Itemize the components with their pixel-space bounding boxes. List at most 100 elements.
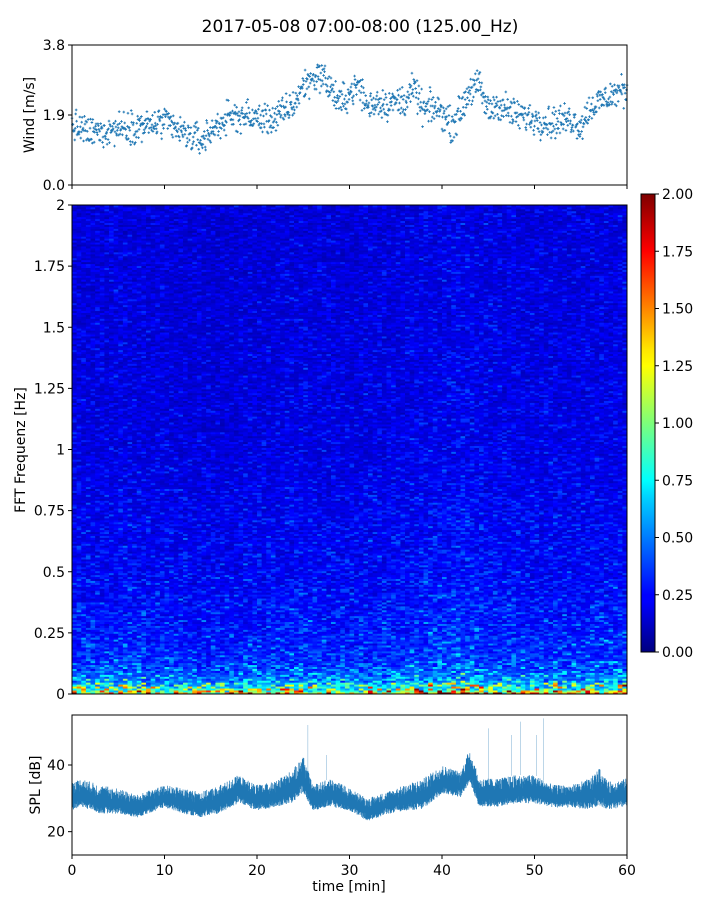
wind-data-point: [160, 138, 163, 141]
wind-data-point: [182, 125, 185, 128]
wind-data-point: [499, 119, 502, 122]
wind-data-point: [289, 94, 292, 97]
wind-data-point: [223, 129, 226, 132]
wind-data-point: [343, 98, 346, 101]
wind-data-point: [115, 126, 118, 129]
wind-data-point: [338, 95, 341, 98]
wind-data-point: [386, 103, 389, 106]
wind-data-point: [342, 105, 345, 108]
wind-data-point: [351, 96, 354, 99]
wind-data-point: [323, 70, 326, 73]
wind-data-point: [472, 96, 475, 99]
wind-data-point: [317, 75, 320, 78]
wind-data-point: [421, 125, 424, 128]
wind-data-point: [205, 119, 208, 122]
wind-data-point: [451, 115, 454, 118]
wind-data-point: [276, 105, 279, 108]
wind-data-point: [542, 127, 545, 130]
wind-data-point: [434, 101, 437, 104]
wind-data-point: [257, 108, 260, 111]
wind-data-point: [582, 126, 585, 129]
wind-data-point: [320, 85, 323, 88]
wind-data-point: [106, 143, 109, 146]
wind-data-point: [385, 96, 388, 99]
wind-data-point: [516, 100, 519, 103]
wind-data-point: [147, 131, 150, 134]
wind-data-point: [418, 85, 421, 88]
wind-data-point: [403, 94, 406, 97]
wind-data-point: [247, 107, 250, 110]
wind-data-point: [179, 116, 182, 119]
wind-data-point: [85, 139, 88, 142]
wind-data-point: [485, 105, 488, 108]
wind-data-point: [569, 120, 572, 123]
wind-data-point: [265, 113, 268, 116]
wind-data-point: [417, 98, 420, 101]
wind-data-point: [155, 127, 158, 130]
wind-data-point: [442, 107, 445, 110]
wind-data-point: [315, 88, 318, 91]
wind-data-point: [386, 120, 389, 123]
wind-data-point: [141, 141, 144, 144]
wind-data-point: [160, 132, 163, 135]
wind-data-point: [123, 111, 126, 114]
wind-data-point: [99, 122, 102, 125]
wind-data-point: [334, 80, 337, 83]
wind-data-point: [563, 102, 566, 105]
wind-data-point: [537, 112, 540, 115]
wind-data-point: [121, 134, 124, 137]
wind-data-point: [201, 147, 204, 150]
wind-data-point: [553, 106, 556, 109]
wind-data-point: [597, 99, 600, 102]
wind-data-point: [415, 96, 418, 99]
wind-data-point: [459, 110, 462, 113]
wind-data-point: [322, 83, 325, 86]
wind-data-point: [494, 114, 497, 117]
wind-data-point: [169, 124, 172, 127]
wind-data-point: [96, 131, 99, 134]
wind-data-point: [240, 132, 243, 135]
wind-data-point: [156, 123, 159, 126]
wind-data-point: [268, 109, 271, 112]
wind-data-point: [135, 136, 138, 139]
wind-data-point: [151, 124, 154, 127]
wind-data-point: [79, 116, 82, 119]
wind-data-point: [396, 89, 399, 92]
wind-data-point: [308, 86, 311, 89]
wind-data-point: [376, 103, 379, 106]
wind-data-point: [232, 119, 235, 122]
wind-data-point: [313, 84, 316, 87]
wind-data-point: [309, 72, 312, 75]
wind-data-point: [372, 108, 375, 111]
wind-data-point: [281, 97, 284, 100]
wind-data-point: [205, 134, 208, 137]
wind-data-point: [466, 87, 469, 90]
wind-data-point: [232, 123, 235, 126]
wind-data-point: [406, 106, 409, 109]
wind-data-point: [146, 110, 149, 113]
wind-data-point: [79, 137, 82, 140]
wind-data-point: [480, 86, 483, 89]
wind-data-point: [102, 146, 105, 149]
wind-data-point: [400, 107, 403, 110]
wind-data-point: [486, 96, 489, 99]
wind-data-point: [206, 129, 209, 132]
wind-data-point: [412, 95, 415, 98]
wind-data-point: [219, 137, 222, 140]
wind-data-point: [136, 115, 139, 118]
wind-data-point: [129, 129, 132, 132]
wind-data-point: [137, 136, 140, 139]
wind-data-point: [585, 116, 588, 119]
wind-data-point: [522, 116, 525, 119]
wind-data-point: [163, 108, 166, 111]
wind-data-point: [81, 116, 84, 119]
wind-data-point: [345, 94, 348, 97]
wind-data-point: [324, 65, 327, 68]
wind-data-point: [188, 139, 191, 142]
wind-data-point: [211, 119, 214, 122]
wind-data-point: [428, 110, 431, 113]
wind-y-axis-label: Wind [m/s]: [22, 77, 38, 153]
wind-data-point: [462, 106, 465, 109]
wind-data-point: [326, 77, 329, 80]
